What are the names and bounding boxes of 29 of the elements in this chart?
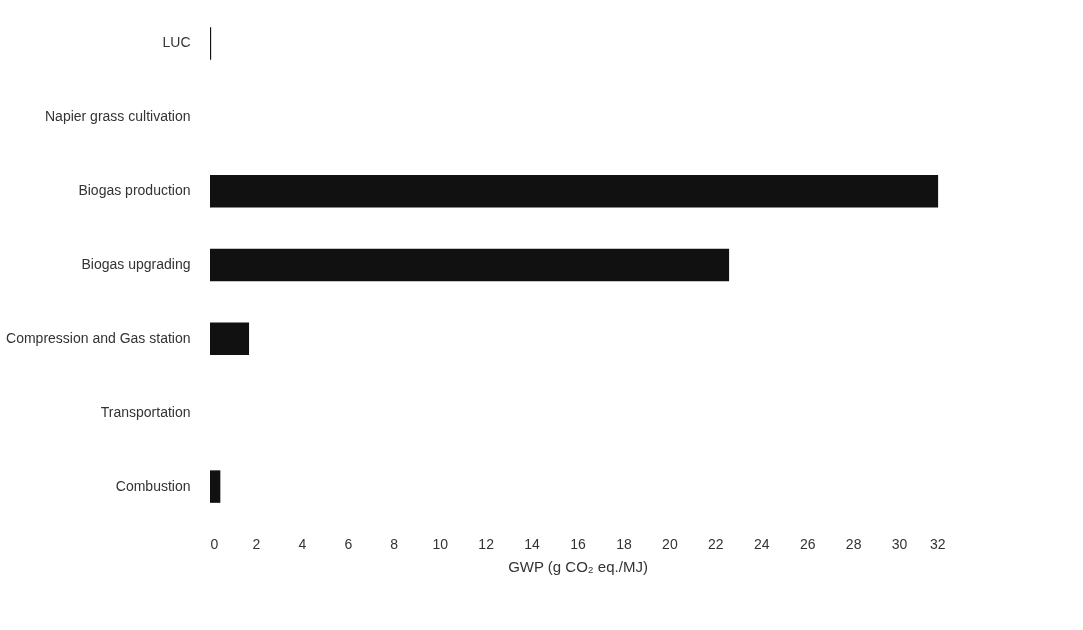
x-tick-label: 8 [390,535,399,552]
x-tick-label: 0 [210,535,219,552]
x-tick-label: 22 [708,535,724,552]
y-tick-label: LUC [162,34,191,51]
y-tick-label: Transportation [100,403,191,420]
x-tick-label: 10 [432,535,449,552]
x-tick-label: 16 [570,535,586,552]
x-tick-label: 4 [298,535,307,552]
x-axis-title: GWP (g CO₂ eq./MJ) [508,557,648,575]
x-tick-label: 2 [252,535,261,552]
bar [210,322,250,356]
x-tick-label: 20 [662,535,678,552]
x-tick-label: 12 [478,535,495,552]
bar [210,470,221,503]
y-tick-label: Biogas production [78,182,191,199]
x-tick-label: 32 [929,535,946,552]
y-tick-label: Napier grass cultivation [44,108,191,125]
x-tick-label: 6 [344,535,353,552]
x-tick-label: 26 [799,535,816,552]
x-tick-label: 18 [616,535,632,552]
x-tick-label: 24 [753,535,770,552]
x-tick-label: 28 [845,535,862,552]
bar [210,174,939,208]
y-tick-label: Biogas upgrading [81,256,191,272]
y-tick-label: Combustion [115,477,191,494]
y-tick-label: Compression and Gas station [6,329,191,346]
bar [210,248,730,282]
x-tick-label: 14 [524,535,541,552]
x-tick-label: 30 [891,535,908,552]
